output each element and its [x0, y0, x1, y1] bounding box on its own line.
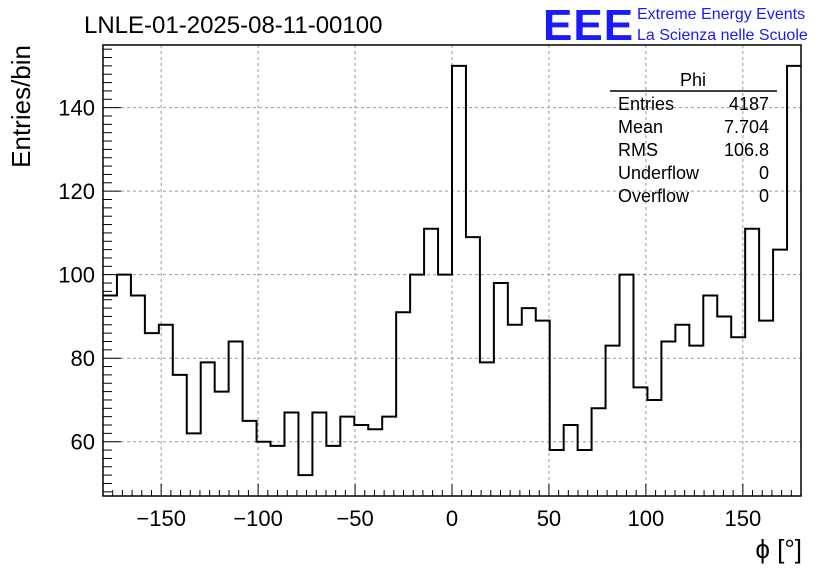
y-tick-label: 120: [58, 179, 95, 204]
histogram-bin: [117, 275, 131, 496]
histogram-bin: [717, 316, 731, 496]
x-tick-label: −150: [136, 506, 186, 531]
histogram-bin: [787, 66, 801, 496]
stats-row-label: RMS: [618, 140, 658, 160]
histogram-bin: [312, 412, 326, 496]
histogram-bin: [438, 275, 452, 496]
histogram-bin: [522, 308, 536, 496]
histogram-bin: [536, 321, 550, 496]
y-tick-label: 60: [71, 430, 95, 455]
y-axis-label: Entries/bin: [6, 45, 36, 168]
histogram-bin: [592, 408, 606, 496]
histogram-bin: [368, 429, 382, 496]
y-tick-label: 80: [71, 346, 95, 371]
x-tick-label: 50: [537, 506, 561, 531]
logo-line-1: Extreme Energy Events: [637, 6, 805, 23]
histogram-bin: [410, 275, 424, 496]
histogram-bin: [633, 387, 647, 496]
y-tick-label: 100: [58, 263, 95, 288]
histogram-bin: [564, 425, 578, 496]
histogram-bin: [145, 333, 159, 496]
x-tick-label: −100: [233, 506, 283, 531]
x-axis-label: ϕ [°]: [755, 534, 802, 564]
histogram-bin: [326, 446, 340, 496]
logo-mark: EEE: [543, 1, 634, 50]
histogram-bin: [201, 362, 215, 496]
histogram-bin: [675, 325, 689, 496]
histogram-bin: [257, 442, 271, 496]
histogram-bin: [340, 417, 354, 496]
stats-box-title: Phi: [680, 70, 706, 90]
stats-row-label: Entries: [618, 94, 674, 114]
chart-title: LNLE-01-2025-08-11-00100: [84, 12, 382, 39]
histogram-bin: [731, 337, 745, 496]
histogram-bin: [354, 425, 368, 496]
stats-row-label: Underflow: [618, 163, 700, 183]
y-axis: 60 80 100 120 140: [58, 48, 121, 493]
x-tick-label: 100: [628, 506, 665, 531]
histogram-bin: [773, 250, 787, 496]
stats-row-value: 0: [759, 186, 769, 206]
stats-row-value: 4187: [729, 94, 769, 114]
histogram-bin: [550, 450, 564, 496]
histogram-bin: [159, 325, 173, 496]
histogram-bin: [689, 346, 703, 496]
histogram-outline: [103, 64, 801, 477]
histogram-series: [103, 64, 801, 496]
x-tick-label: 0: [446, 506, 458, 531]
histogram-bin: [703, 296, 717, 496]
histogram-bin: [647, 400, 661, 496]
histogram-bin: [661, 341, 675, 496]
histogram-bin: [243, 421, 257, 496]
stats-row-value: 0: [759, 163, 769, 183]
histogram-bin: [271, 446, 285, 496]
histogram-bin: [396, 312, 410, 496]
histogram-bin: [620, 275, 634, 496]
histogram-bin: [466, 237, 480, 496]
histogram-bin: [508, 325, 522, 496]
histogram-bin: [480, 362, 494, 496]
logo-line-2: La Scienza nelle Scuole: [637, 27, 808, 44]
histogram-bin: [215, 392, 229, 496]
histogram-bin: [187, 433, 201, 496]
histogram-bin: [452, 66, 466, 496]
stats-row-label: Mean: [618, 117, 663, 137]
histogram-bin: [494, 283, 508, 496]
y-tick-label: 140: [58, 96, 95, 121]
histogram-bin: [759, 321, 773, 496]
histogram-bin: [578, 450, 592, 496]
stats-row-label: Overflow: [618, 186, 690, 206]
stats-box: Phi Entries 4187 Mean 7.704 RMS 106.8 Underflo…: [610, 70, 777, 206]
histogram-bin: [424, 229, 438, 496]
x-axis: −150 −100 −50 0 50 100 150: [112, 484, 792, 531]
stats-row-value: 7.704: [724, 117, 769, 137]
histogram-bin: [606, 346, 620, 496]
histogram-bin: [173, 375, 187, 496]
histogram-bin: [298, 475, 312, 496]
histogram-bin: [382, 417, 396, 496]
x-tick-label: 150: [724, 506, 761, 531]
histogram-bin: [284, 412, 298, 496]
histogram-bin: [745, 229, 759, 496]
histogram-bin: [229, 341, 243, 496]
stats-row-value: 106.8: [724, 140, 769, 160]
histogram-bin: [131, 296, 145, 496]
histogram-bin: [103, 296, 117, 496]
eee-logo: EEE Extreme Energy Events La Scienza nel…: [543, 1, 808, 50]
x-tick-label: −50: [336, 506, 373, 531]
